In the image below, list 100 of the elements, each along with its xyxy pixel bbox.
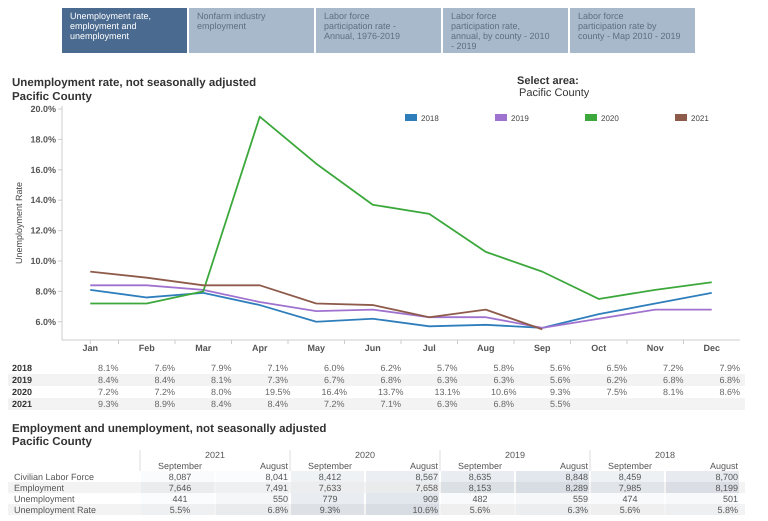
data-label: 8.4%: [267, 399, 288, 409]
data-label: 7.1%: [380, 399, 402, 409]
data-label: 8,459: [618, 472, 642, 482]
data-label: 8,087: [168, 472, 192, 482]
data-label: 8.1%: [210, 375, 232, 385]
data-label: 10.6%: [412, 505, 438, 515]
data-label: 19.5%: [264, 387, 291, 397]
data-label: 7,658: [415, 483, 438, 493]
data-label: 8.6%: [719, 387, 740, 397]
data-label: 6.8%: [719, 375, 740, 385]
x-tick-label: Nov: [646, 343, 664, 353]
data-label: 5.7%: [436, 363, 458, 373]
y-tick-label: 6.0%: [35, 316, 56, 327]
data-label: 8.9%: [154, 399, 176, 409]
data-label: 5.8%: [717, 505, 738, 515]
x-tick-label: Apr: [252, 343, 268, 353]
data-label: 559: [572, 494, 588, 504]
data-label: 6.2%: [606, 375, 628, 385]
data-label: 474: [622, 494, 638, 504]
data-label: 9.3%: [550, 387, 571, 397]
data-label: 6.3%: [436, 375, 458, 385]
chart-title: Unemployment rate, not seasonally adjusted: [12, 77, 256, 89]
data-label: 7.2%: [154, 387, 176, 397]
data-label: 5.5%: [550, 399, 571, 409]
data-label: 8.4%: [154, 375, 176, 385]
y-tick-label: Unemployment Rate: [14, 505, 96, 515]
data-label: 8.4%: [98, 375, 119, 385]
text: 2020: [12, 387, 32, 397]
text: 2021: [204, 450, 226, 460]
data-label: 779: [322, 494, 338, 504]
x-tick-label: Sep: [534, 343, 551, 353]
x-tick-label: September: [608, 461, 652, 471]
data-label: 5.8%: [493, 363, 514, 373]
data-label: 6.3%: [493, 375, 514, 385]
data-label: 6.8%: [493, 399, 514, 409]
x-tick-label: August: [560, 461, 588, 471]
x-tick-label: May: [307, 343, 326, 353]
x-tick-label: September: [458, 461, 502, 471]
legend-label: 2020: [601, 114, 620, 123]
x-tick-label: August: [260, 461, 288, 471]
chart-subtitle: Pacific County: [12, 436, 92, 448]
x-tick-label: September: [158, 461, 202, 471]
data-label: 5.5%: [170, 505, 190, 515]
x-tick-label: August: [710, 461, 738, 471]
data-label: 7,633: [318, 483, 342, 493]
data-label: 8,848: [565, 472, 588, 482]
data-label: 7.9%: [210, 363, 232, 373]
data-label: 9.3%: [320, 505, 340, 515]
chart-subtitle: Pacific County: [12, 91, 92, 103]
y-tick-label: 10.0%: [30, 256, 56, 266]
text: 2018: [654, 450, 676, 460]
data-label: 7.9%: [719, 363, 740, 373]
data-label: 7,646: [168, 483, 192, 493]
x-tick-label: September: [308, 461, 352, 471]
legend-label: 2021: [691, 114, 710, 123]
data-label: 7.1%: [267, 363, 288, 373]
data-label: 7.6%: [154, 363, 176, 373]
data-label: 8.4%: [210, 399, 232, 409]
text: Nonfarm industry employment: [197, 11, 266, 31]
y-tick-label: 8.0%: [35, 286, 56, 296]
text: Labor force participation rate, annual, by county - 2010 - 2019: [451, 11, 550, 51]
data-label: 7.2%: [324, 399, 345, 409]
y-tick-label: Civilian Labor Force: [14, 472, 94, 482]
data-label: 441: [172, 494, 188, 504]
data-label: 8,567: [415, 472, 438, 482]
text: Unemployment rate, employment and unemployment: [70, 11, 152, 41]
data-label: 8,635: [468, 472, 492, 482]
data-label: 7.5%: [606, 387, 628, 397]
y-tick-label: 12.0%: [30, 226, 56, 236]
data-label: 16.4%: [321, 387, 348, 397]
data-label: 6.0%: [324, 363, 345, 373]
line-series: [89, 270, 544, 330]
legend-label: 2019: [511, 114, 530, 123]
text: 2019: [504, 450, 526, 460]
data-label: 6.5%: [606, 363, 628, 373]
data-label: 8.1%: [662, 387, 684, 397]
text: Labor force participation rate by county - Map 2010 - 2019: [578, 11, 681, 41]
y-tick-label: 14.0%: [30, 195, 56, 206]
data-label: 7.2%: [98, 387, 119, 397]
x-tick-label: Jun: [364, 343, 381, 353]
data-label: 5.6%: [470, 505, 490, 515]
data-label: 8,289: [565, 483, 588, 493]
x-tick-label: Jan: [82, 343, 98, 353]
data-label: 7,985: [618, 483, 642, 493]
x-tick-label: August: [410, 461, 438, 471]
text: 2020: [354, 450, 376, 460]
y-tick-label: Unemployment: [14, 494, 76, 504]
data-label: 8.1%: [98, 363, 119, 373]
legend-label: 2018: [421, 114, 440, 123]
y-tick-label: 18.0%: [30, 134, 56, 144]
data-label: 8,041: [265, 472, 288, 482]
data-label: 8,412: [318, 472, 342, 482]
x-tick-label: Jul: [422, 343, 436, 353]
text: Labor force participation rate - Annual, 1976-2019: [324, 11, 400, 41]
data-label: 13.7%: [378, 387, 404, 397]
data-label: 8,700: [715, 472, 738, 482]
data-label: 6.8%: [380, 375, 402, 385]
x-tick-label: Mar: [195, 343, 212, 353]
data-label: 482: [472, 494, 488, 504]
text: Pacific County: [519, 87, 590, 99]
